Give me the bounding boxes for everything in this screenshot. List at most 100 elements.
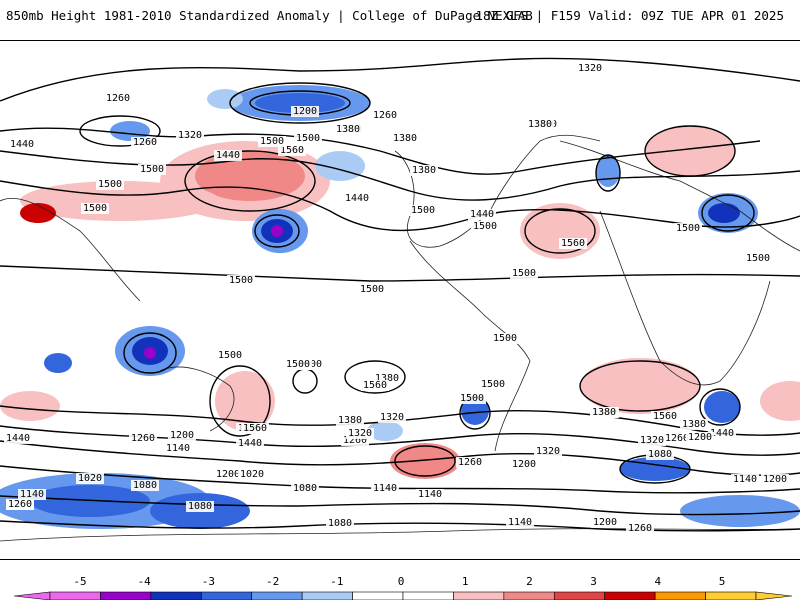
contour-label-bg [458,393,486,404]
contour-label: 1200 [293,106,317,117]
contour-label: 1200 [763,474,787,485]
negative-anomaly-region [620,457,690,481]
contour-label-bg [4,433,32,444]
colorbar-segment [503,591,555,601]
contour-label: 1320 [348,428,372,439]
colorbar-segment [301,591,353,601]
contour-label: 1140 [166,443,190,454]
contour-label: 1500 [460,393,484,404]
contour-label-bg [18,489,46,500]
positive-anomaly-region [20,203,56,223]
colorbar-tick-label: 1 [462,575,469,588]
contour-label-bg [227,275,255,286]
contour-label-bg [456,457,484,468]
contour-label-bg [471,221,499,232]
negative-anomaly-region [367,421,403,441]
contour-label-bg [510,459,538,470]
contour-label-bg [638,435,666,446]
contour-labels: 1320126012001260126013201380150015601320… [4,63,789,534]
contour-label: 1080 [293,483,317,494]
contour-label: 1020 [240,469,264,480]
contour-label: 1500 [140,164,164,175]
contour-label: 1200 [593,517,617,528]
contour-label: 1380 [336,124,360,135]
contour-line [0,265,800,282]
contour-label-bg [358,284,386,295]
positive-anomaly-region [390,443,460,479]
colorbar-segment [251,591,303,601]
colorbar-tick-label: -2 [266,575,279,588]
contour-label-bg [186,501,214,512]
positive-anomaly-region [760,381,800,421]
contour-label: 1440 [710,428,734,439]
contour-label: 1320 [380,412,404,423]
contour-label-bg [278,145,306,156]
contour-line [0,57,800,102]
colorbar-tick-label: 2 [526,575,533,588]
contour-line [254,214,300,248]
contour-label: 1560 [653,411,677,422]
antarctica-coast [0,528,800,542]
colorbar-segment [654,591,706,601]
contour-line [394,445,456,477]
contour-label: 1560 [363,380,387,391]
contour-label-bg [164,443,192,454]
contour-label-bg [559,238,587,249]
contour-label-bg [534,446,562,457]
contour-line [184,150,316,212]
contour-label-bg [731,474,759,485]
contour-label-bg [674,223,702,234]
negative-anomaly-region [110,121,150,141]
contour-label: 1500 [98,179,122,190]
contour-line [0,465,800,494]
contour-label: 1380 [412,165,436,176]
contour-label: 1140 [20,489,44,500]
contour-label: 1080 [133,480,157,491]
contour-line [699,388,741,426]
contour-label: 1260 [8,499,32,510]
contour-label: 1140 [418,489,442,500]
contour-label-bg [468,209,496,220]
contour-label: 1200 [688,432,712,443]
contour-label: 1320 [578,63,602,74]
colorbar-fills [13,591,793,601]
contour-label-bg [326,518,354,529]
negative-anomaly-region [144,347,156,359]
contour-line [0,440,800,476]
contour-label: 1380 [393,133,417,144]
contour-label: 1500 [296,133,320,144]
colorbar-tick-label: -4 [138,575,152,588]
contour-label-bg [81,203,109,214]
contour-label: 1500 [512,268,536,279]
contour-label-bg [761,474,789,485]
contour-label: 1440 [10,139,34,150]
map-panel: 1320126012001260126013201380150015601320… [0,40,800,560]
contour-label: 1260 [458,457,482,468]
colorbar-legend: -5 -4 -3 -2 -1 0 1 2 3 4 5 [0,560,800,601]
negative-anomaly-region [255,93,345,113]
contour-label: 1500 [286,359,310,370]
contour-label-bg [216,350,244,361]
contour-label-bg [708,428,736,439]
contour-label: 1500 [411,205,435,216]
contour-label-bg [176,130,204,141]
colorbar-arrow-right [755,591,793,601]
colorbar-segment [150,591,202,601]
contour-label-bg [138,164,166,175]
contour-label-bg [680,419,708,430]
positive-anomaly-region [0,391,60,421]
colorbar-ticks: -5 -4 -3 -2 -1 0 1 2 3 4 5 [73,575,725,588]
contour-label-bg [686,432,714,443]
contour-label-bg [294,133,322,144]
height-contours [0,57,800,532]
contour-label-bg [410,165,438,176]
contour-label-bg [131,137,159,148]
contour-label: 1500 [676,223,700,234]
contour-line [579,360,701,412]
contour-label-bg [214,469,242,480]
contour-label-bg [341,435,369,446]
contour-label-bg [343,193,371,204]
contour-label-bg [506,517,534,528]
map-title: 850mb Height 1981-2010 Standardized Anom… [6,8,533,23]
contour-label: 1080 [328,518,352,529]
